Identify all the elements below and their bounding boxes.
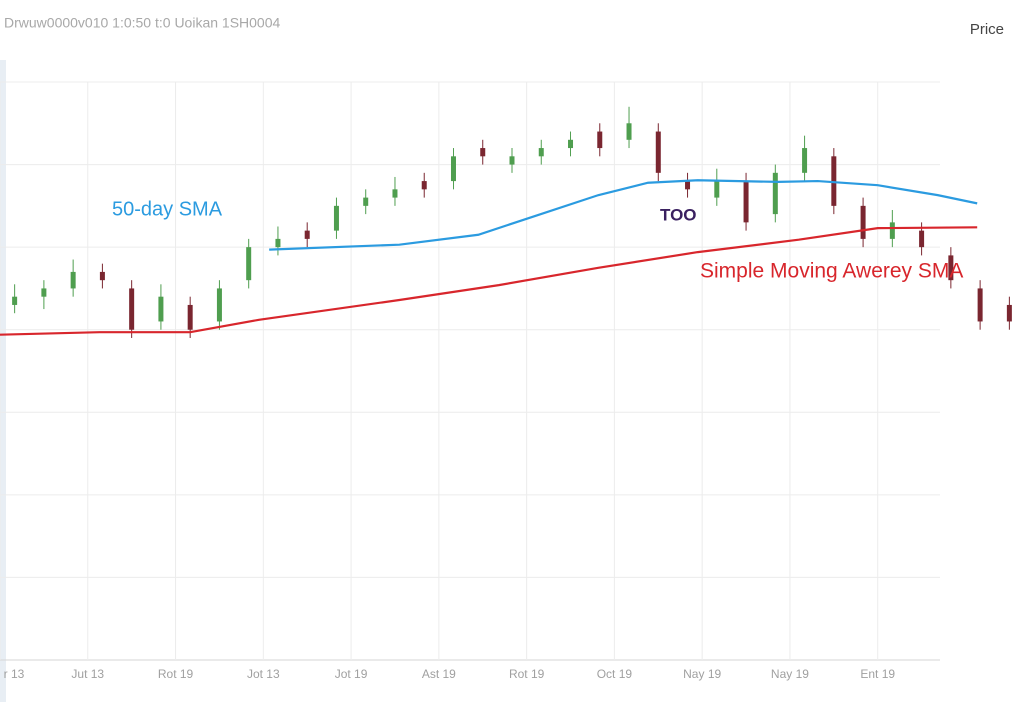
candle-body xyxy=(450,156,456,182)
candle-body xyxy=(743,181,749,223)
candle-body xyxy=(12,296,18,305)
candle-body xyxy=(538,148,544,157)
sma-line xyxy=(269,179,978,251)
x-tick-label: Jot 13 xyxy=(247,667,280,681)
candle-body xyxy=(772,172,778,215)
candle-body xyxy=(655,131,661,173)
left-strip xyxy=(0,60,6,702)
annotation: TOO xyxy=(660,205,697,224)
candle-body xyxy=(480,148,486,157)
candle-body xyxy=(275,238,281,248)
candle-body xyxy=(597,131,603,149)
candle-body xyxy=(509,156,515,165)
x-tick-label: Rot 19 xyxy=(509,667,545,681)
chart-title: Drwuw0000v010 1:0:50 t:0 Uoikan 1SH0004 xyxy=(4,15,281,31)
candle-body xyxy=(158,296,164,322)
x-tick-label: Oct 19 xyxy=(597,667,633,681)
sma-line xyxy=(0,226,978,336)
candle-body xyxy=(70,271,76,289)
marks xyxy=(0,106,1012,338)
candle-body xyxy=(363,197,369,206)
x-tick-label: Nay 19 xyxy=(771,667,809,681)
series-label: Simple Moving Awerey SMA xyxy=(700,260,963,283)
candle-body xyxy=(187,304,193,330)
candle-body xyxy=(304,230,310,239)
x-tick-label: Ent 19 xyxy=(860,667,895,681)
candle-body xyxy=(246,247,252,281)
candle-body xyxy=(421,181,427,190)
candle-body xyxy=(1006,304,1012,322)
candle-body xyxy=(889,222,895,239)
candle-body xyxy=(919,230,925,248)
candle-body xyxy=(860,205,866,239)
candle-body xyxy=(948,255,954,281)
grid: r 13 Jut 13 Rot 19 Jot 13 Jot 19 Ast 19 Rot 19… xyxy=(0,81,940,681)
candle-body xyxy=(99,271,105,281)
candle-body xyxy=(216,288,222,322)
candle-body xyxy=(714,181,720,198)
candle-body xyxy=(129,288,135,330)
x-tick-label: Ast 19 xyxy=(422,667,456,681)
x-tick-label: Jot 19 xyxy=(335,667,368,681)
candle-body xyxy=(977,288,983,322)
x-tick-label: Jut 13 xyxy=(71,667,104,681)
candle-body xyxy=(41,288,47,297)
x-tick-label: Nay 19 xyxy=(683,667,721,681)
candle-body xyxy=(568,139,574,149)
candle-body xyxy=(626,123,632,140)
series-label: 50-day SMA xyxy=(112,198,223,220)
x-tick-label: r 13 xyxy=(4,667,25,681)
candle-body xyxy=(333,205,339,231)
candle-body xyxy=(392,189,398,198)
candle-body xyxy=(685,181,691,190)
candle-body xyxy=(831,156,837,206)
y-axis-label: Price xyxy=(970,21,1004,38)
x-tick-label: Rot 19 xyxy=(158,667,194,681)
candle-body xyxy=(802,148,808,173)
